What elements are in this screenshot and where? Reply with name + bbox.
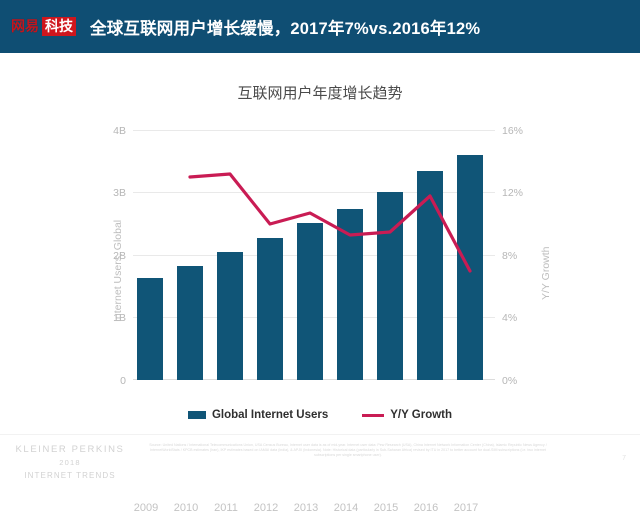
- y-axis-tick-0: 0: [120, 375, 126, 387]
- y2-axis-tick-0pct: 0%: [502, 375, 518, 387]
- bar-2012: [257, 238, 283, 380]
- gridline-3B: [133, 192, 495, 193]
- kp-logo-line3: INTERNET TRENDS: [24, 471, 116, 480]
- slide-footer: KLEINER PERKINS 2018 INTERNET TRENDS Sou…: [0, 434, 640, 481]
- y2-axis-tick-16pct: 16%: [502, 125, 524, 137]
- bar-2011: [217, 252, 243, 380]
- yy-growth-line: [188, 172, 472, 273]
- bar-2014: [337, 209, 363, 380]
- kp-logo-line1: KLEINER PERKINS: [15, 444, 125, 455]
- y-axis-tick-3B: 3B: [113, 187, 126, 199]
- y2-axis-title: Y/Y Growth: [540, 246, 552, 301]
- bar-2009: [137, 278, 163, 380]
- legend-label-line: Y/Y Growth: [390, 409, 453, 421]
- chart-title: 互联网用户年度增长趋势: [237, 85, 403, 102]
- legend-bar-swatch-icon: [187, 411, 206, 419]
- x-axis-tick-2017: 2017: [453, 502, 479, 514]
- legend-label-bar: Global Internet Users: [211, 409, 329, 421]
- kp-logo-line2: 2018: [59, 458, 81, 467]
- y-axis-tick-4B: 4B: [113, 125, 126, 137]
- y2-axis-tick-4pct: 4%: [502, 312, 518, 324]
- source-note: Source: United Nations / International T…: [149, 443, 547, 458]
- bar-2010: [177, 266, 203, 380]
- bar-2017: [457, 155, 483, 380]
- legend-item-yy-growth: Y/Y Growth: [362, 409, 452, 421]
- bar-2013: [297, 223, 323, 380]
- chart-plot-area: 4B 3B 2B 1B 0 16% 12% 8% 4% 0%: [0, 118, 640, 514]
- y-axis-title: Internet Users, Global: [112, 219, 124, 322]
- logo-badge-text: 科技: [42, 17, 76, 36]
- gridline-4B: [133, 130, 495, 131]
- netease-tech-logo: 网易 科技: [11, 17, 76, 36]
- legend-line-swatch-icon: [362, 413, 385, 417]
- y2-axis-tick-8pct: 8%: [502, 250, 518, 262]
- page-number: 7: [622, 455, 626, 462]
- y-axis-tick-2B: 2B: [113, 250, 126, 262]
- kleiner-perkins-logo: KLEINER PERKINS 2018 INTERNET TRENDS: [10, 445, 130, 481]
- y2-axis-tick-12pct: 12%: [502, 187, 524, 199]
- chart-legend: Global Internet Users Y/Y Growth: [0, 409, 640, 421]
- plot-body: [133, 130, 495, 380]
- y-axis-tick-1B: 1B: [113, 312, 126, 324]
- legend-item-global-internet-users: Global Internet Users: [187, 409, 329, 421]
- logo-primary-text: 网易: [11, 18, 39, 34]
- page-title: 全球互联网用户增长缓慢，2017年7%vs.2016年12%: [90, 19, 481, 38]
- slide-header: 网易 科技 全球互联网用户增长缓慢，2017年7%vs.2016年12%: [0, 0, 640, 53]
